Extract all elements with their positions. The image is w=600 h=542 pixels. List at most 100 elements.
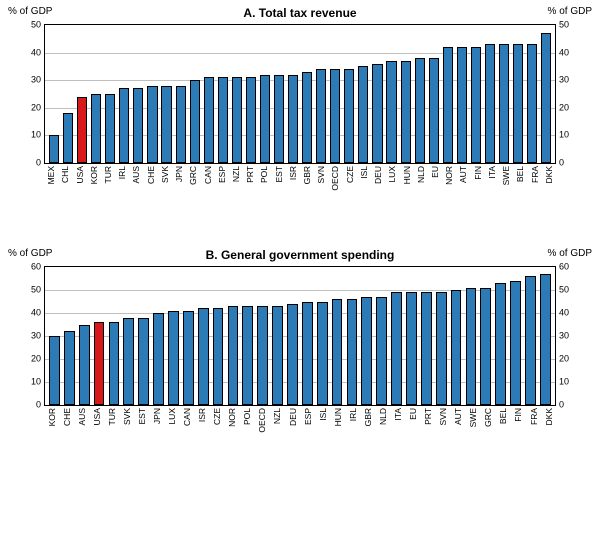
y-tick-right: 30: [555, 76, 569, 85]
bar-slot: [92, 267, 107, 405]
category-label: ISL: [318, 408, 328, 421]
bar: [499, 44, 509, 163]
category-label: LUX: [387, 166, 397, 183]
bar: [302, 72, 312, 163]
category-label: BEL: [498, 408, 508, 424]
bar-slot: [374, 267, 389, 405]
bar: [176, 86, 186, 163]
x-label-slot: AUT: [456, 164, 470, 165]
bar-slot: [538, 267, 553, 405]
bar: [361, 297, 372, 405]
x-label-slot: BEL: [496, 406, 511, 407]
bar-slot: [103, 25, 117, 163]
bar-slot: [330, 267, 345, 405]
bar: [317, 302, 328, 406]
bar-slot: [216, 25, 230, 163]
y-tick-right: 0: [555, 401, 564, 410]
bar-slot: [314, 25, 328, 163]
x-label-slot: EU: [406, 406, 421, 407]
category-label: ISR: [288, 166, 298, 180]
category-label: SWE: [468, 408, 478, 427]
x-label-slot: POL: [257, 164, 271, 165]
category-label: SVN: [438, 408, 448, 425]
category-label: HUN: [402, 166, 412, 184]
x-label-slot: HUN: [399, 164, 413, 165]
x-label-slot: EU: [428, 164, 442, 165]
bar: [204, 77, 214, 163]
bar: [274, 75, 284, 163]
bar: [133, 88, 143, 163]
y-tick-left: 10: [31, 131, 45, 140]
bar-slot: [389, 267, 404, 405]
bar: [480, 288, 491, 405]
category-label: CZE: [212, 408, 222, 425]
bar: [64, 331, 75, 405]
category-label: POL: [242, 408, 252, 425]
bar: [232, 77, 242, 163]
category-label: JPN: [174, 166, 184, 182]
bar: [218, 77, 228, 163]
bar-slot: [525, 25, 539, 163]
x-label-slot: SVK: [158, 164, 172, 165]
bar: [213, 308, 224, 405]
x-label-slot: ESP: [300, 406, 315, 407]
bar: [457, 47, 467, 163]
bar: [119, 88, 129, 163]
plot-area: 00101020203030404050506060: [44, 266, 556, 406]
category-label: LUX: [167, 408, 177, 425]
bar-slot: [300, 25, 314, 163]
y-tick-right: 20: [555, 355, 569, 364]
y-tick-left: 50: [31, 21, 45, 30]
y-tick-right: 50: [555, 286, 569, 295]
bar: [198, 308, 209, 405]
bar-slot: [497, 25, 511, 163]
y-tick-right: 50: [555, 21, 569, 30]
x-label-slot: NLD: [414, 164, 428, 165]
bar-slot: [345, 267, 360, 405]
bar-slot: [523, 267, 538, 405]
bar: [466, 288, 477, 405]
category-label: GBR: [302, 166, 312, 184]
x-axis-labels: KORCHEAUSUSATURSVKESTJPNLUXCANISRCZENORP…: [44, 406, 556, 484]
x-label-slot: FRA: [526, 406, 541, 407]
category-label: TUR: [107, 408, 117, 425]
x-label-slot: CHE: [59, 406, 74, 407]
bar: [161, 86, 171, 163]
bar: [257, 306, 268, 405]
bar-slot: [136, 267, 151, 405]
bar: [513, 44, 523, 163]
category-label: NZL: [231, 166, 241, 182]
plot-area: 0010102020303040405050: [44, 24, 556, 164]
bar-slot: [342, 25, 356, 163]
bar-slot: [413, 25, 427, 163]
category-label: GRC: [188, 166, 198, 185]
x-label-slot: GRC: [481, 406, 496, 407]
x-label-slot: CAN: [180, 406, 195, 407]
bar-slot: [240, 267, 255, 405]
x-label-slot: AUS: [74, 406, 89, 407]
x-label-slot: ISR: [195, 406, 210, 407]
bar-slot: [370, 25, 384, 163]
y-tick-left: 60: [31, 263, 45, 272]
category-label: JPN: [152, 408, 162, 424]
bar-slot: [196, 267, 211, 405]
bar-slot: [61, 25, 75, 163]
category-label: CHE: [146, 166, 156, 184]
x-label-slot: TUR: [104, 406, 119, 407]
x-label-slot: NZL: [270, 406, 285, 407]
bar-slot: [300, 267, 315, 405]
bar: [436, 292, 447, 405]
x-label-slot: SWE: [499, 164, 513, 165]
bar-slot: [385, 25, 399, 163]
x-label-slot: NLD: [375, 406, 390, 407]
x-label-slot: FIN: [511, 406, 526, 407]
bar-slot: [455, 25, 469, 163]
bar-slot: [226, 267, 241, 405]
bar: [386, 61, 396, 163]
bar-slot: [315, 267, 330, 405]
bar: [510, 281, 521, 405]
x-label-slot: ISL: [357, 164, 371, 165]
chart-title: A. Total tax revenue: [0, 0, 600, 24]
bar-slot: [89, 25, 103, 163]
category-label: IRL: [117, 166, 127, 179]
